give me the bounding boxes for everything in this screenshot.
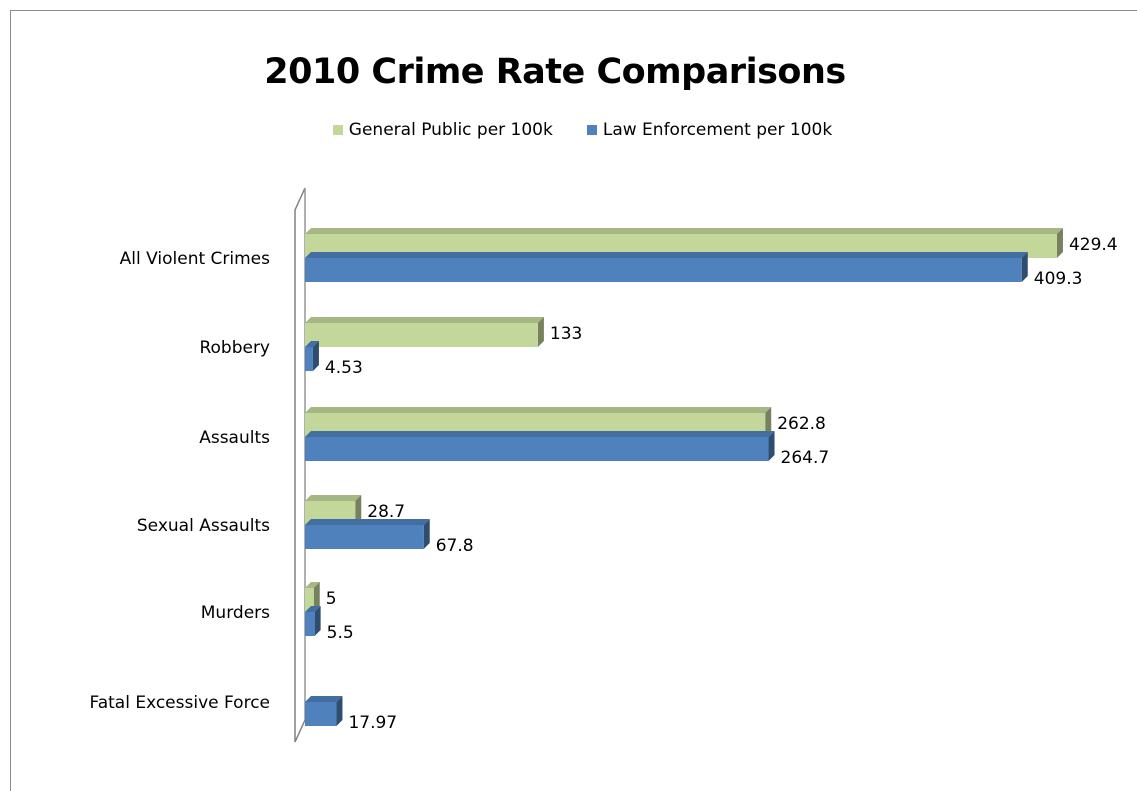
bar-side (312, 341, 319, 371)
legend-swatch-general-public (332, 125, 343, 135)
legend-item-general-public: General Public per 100k (332, 120, 553, 140)
bar (305, 612, 315, 636)
value-label: 133 (550, 324, 582, 344)
bar-top (305, 341, 319, 347)
bar-top (305, 252, 1028, 258)
value-label: 429.4 (1069, 235, 1118, 255)
bar (305, 258, 1022, 282)
bar-side (1056, 228, 1063, 258)
bar (305, 702, 337, 726)
bar-side (336, 696, 343, 726)
value-label: 5.5 (327, 623, 354, 643)
chart-title: 2010 Crime Rate Comparisons (264, 52, 846, 92)
legend: General Public per 100k Law Enforcement … (0, 120, 1137, 140)
category-label: Sexual Assaults (137, 516, 270, 536)
bar-top (305, 495, 362, 501)
category-label: Assaults (199, 428, 270, 448)
bar-top (305, 407, 772, 413)
category-label: Fatal Excessive Force (89, 693, 270, 713)
value-label: 5 (326, 589, 337, 609)
bar-side (768, 431, 775, 461)
bar-side (765, 407, 772, 437)
legend-swatch-law-enforcement (586, 125, 597, 135)
category-label: Murders (201, 603, 270, 623)
bar-side (313, 582, 320, 612)
axis-wall (294, 187, 306, 743)
value-label: 262.8 (777, 414, 826, 434)
bar (305, 525, 424, 549)
value-label: 17.97 (348, 713, 397, 733)
category-label: Robbery (199, 338, 270, 358)
bar-side (537, 317, 544, 347)
bar-top (305, 606, 321, 612)
bar (305, 323, 538, 347)
bar-top (305, 519, 430, 525)
legend-label-general-public: General Public per 100k (348, 120, 553, 140)
bar-top (305, 582, 320, 588)
value-label: 409.3 (1034, 269, 1083, 289)
bar-side (1021, 252, 1028, 282)
bar-top (305, 228, 1063, 234)
value-label: 4.53 (325, 358, 363, 378)
bar-side (355, 495, 362, 525)
chart-area (10, 10, 1137, 791)
bar (305, 588, 314, 612)
bar-top (305, 317, 544, 323)
legend-item-law-enforcement: Law Enforcement per 100k (586, 120, 833, 140)
category-label: All Violent Crimes (120, 249, 270, 269)
bar-top (305, 696, 343, 702)
value-label: 264.7 (781, 448, 830, 468)
value-label: 28.7 (367, 502, 405, 522)
value-label: 67.8 (436, 536, 474, 556)
legend-label-law-enforcement: Law Enforcement per 100k (602, 120, 833, 140)
bar-side (314, 606, 321, 636)
bar-top (305, 431, 775, 437)
bar (305, 347, 313, 371)
bar (305, 437, 769, 461)
bar-side (423, 519, 430, 549)
